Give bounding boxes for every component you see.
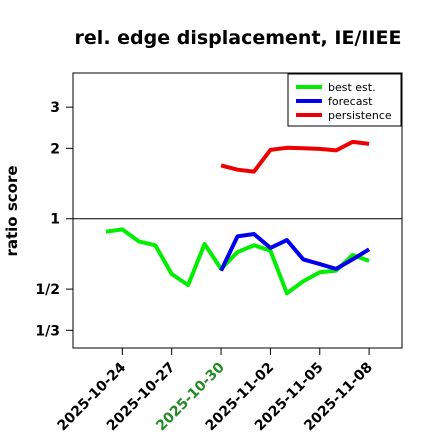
- series-layer: [105, 139, 371, 296]
- y-tick-label-1-3: 1/3: [35, 323, 60, 339]
- series-line-persistence: [220, 139, 370, 174]
- legend-label-best-est: best est.: [328, 81, 376, 94]
- series-line-best-est: [105, 227, 370, 296]
- y-axis-label: ratio score: [3, 165, 21, 256]
- series-line-forecast: [219, 232, 371, 272]
- y-tick-label-1: 1: [50, 212, 60, 228]
- legend: best est. forecast persistence: [287, 73, 402, 127]
- y-tick-label-1-2: 1/2: [35, 282, 60, 298]
- legend-label-forecast: forecast: [328, 95, 373, 108]
- chart-title: rel. edge displacement, IE/IIEE: [75, 27, 402, 49]
- y-tick-label-3: 3: [50, 100, 60, 116]
- legend-label-persistence: persistence: [328, 109, 392, 122]
- plot-frame: [72, 72, 403, 349]
- y-tick-label-2: 2: [50, 141, 60, 157]
